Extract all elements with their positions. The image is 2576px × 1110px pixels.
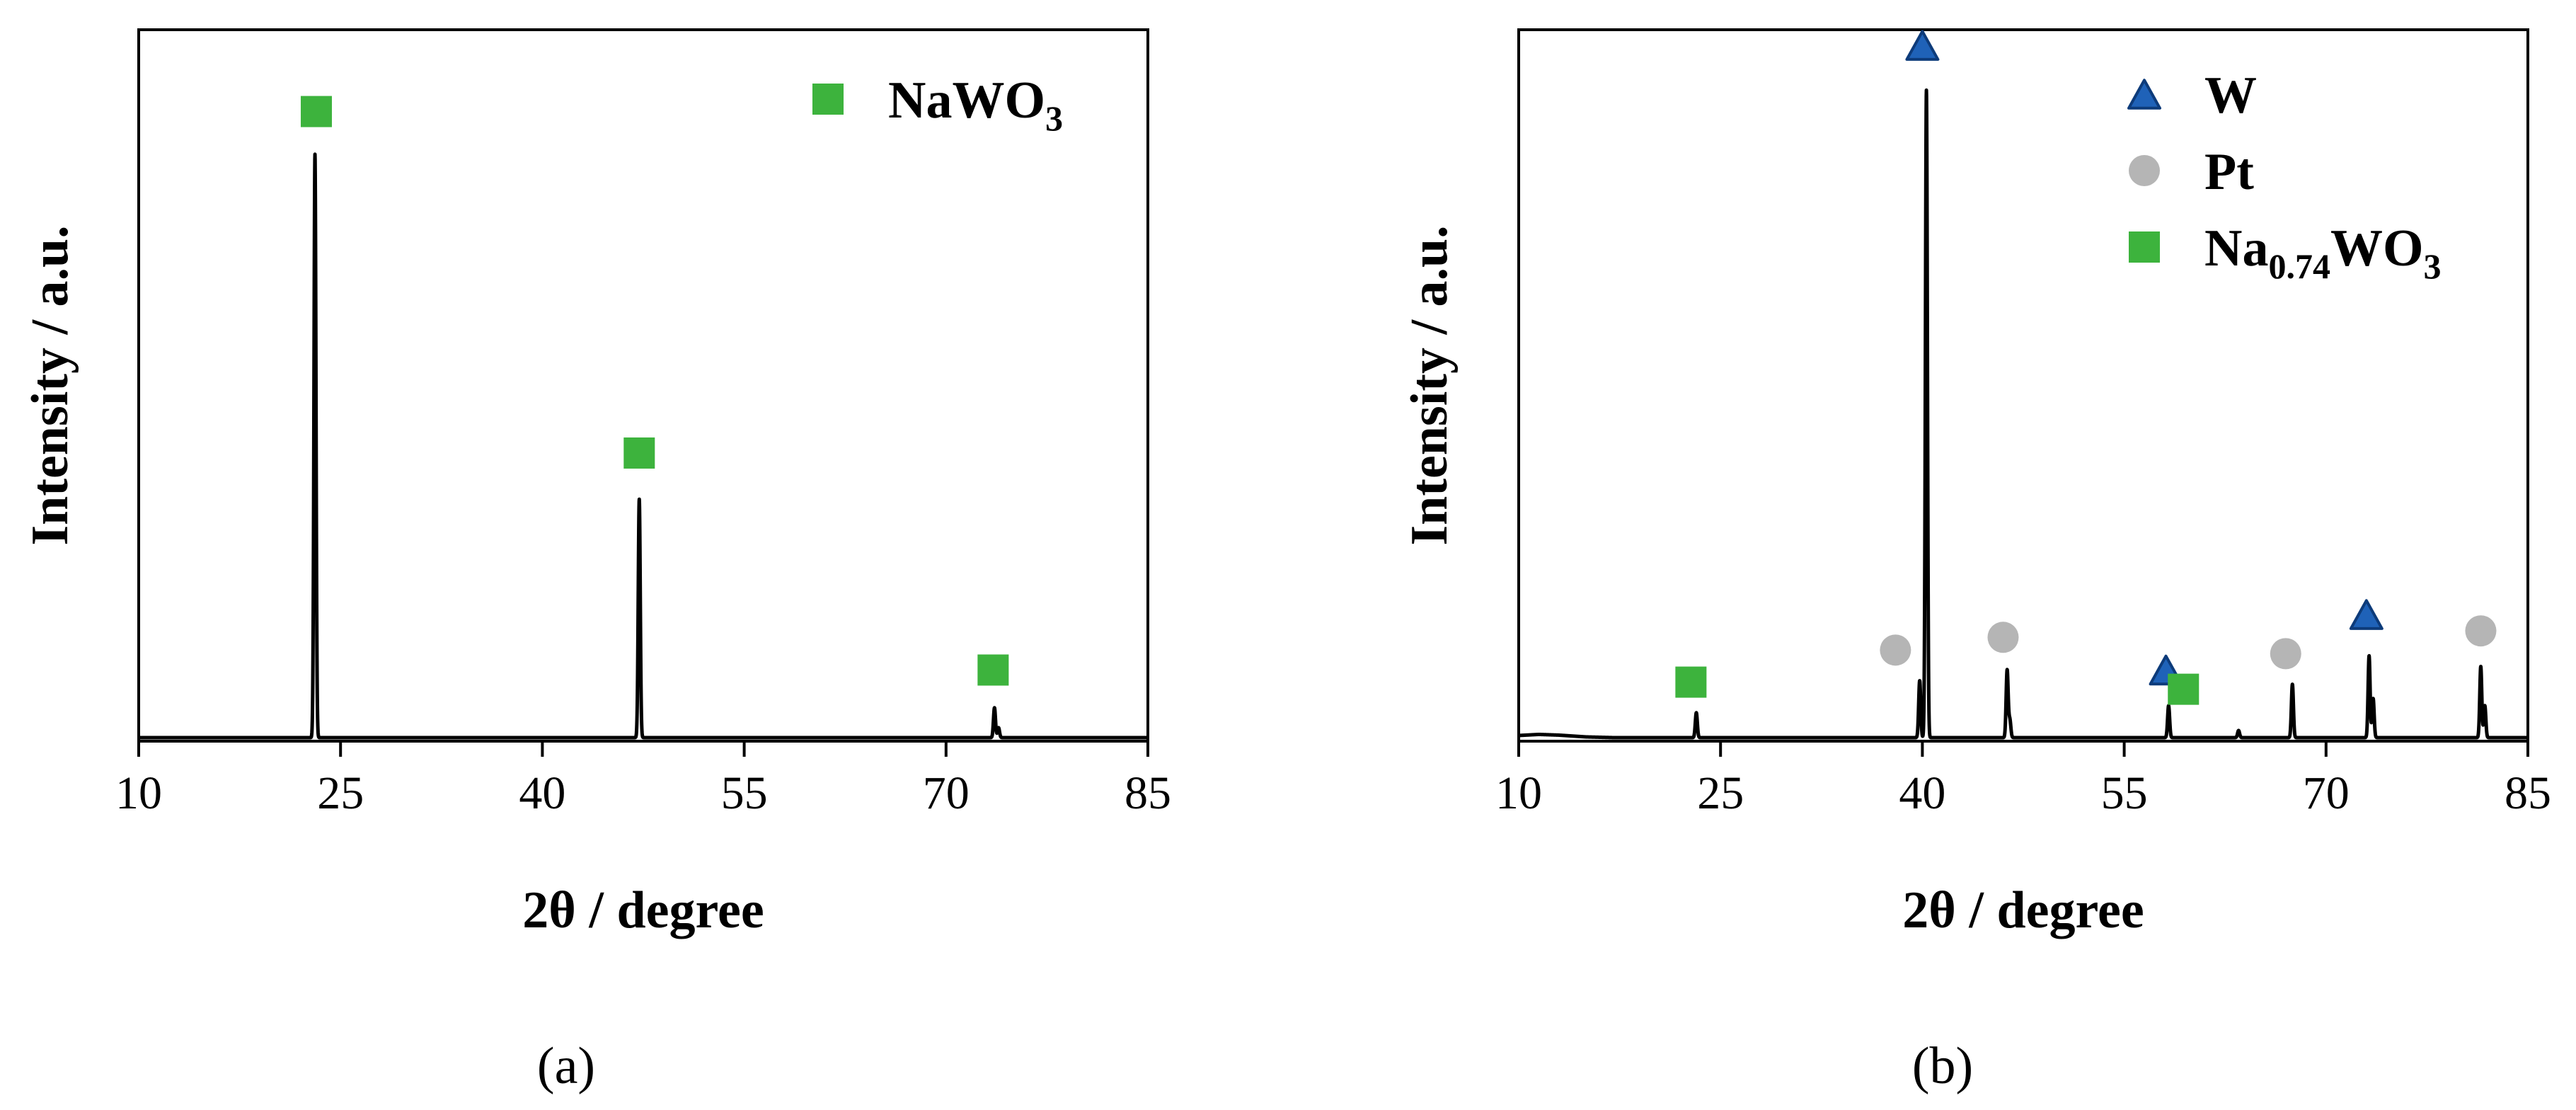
plot-frame [137,28,1149,743]
panel-label: (a) [537,1037,595,1095]
legend-marker-square [2129,231,2160,263]
legend: NaWO3 [812,71,1063,138]
peak-marker-square [977,654,1009,686]
x-tick-label: 40 [1899,767,1945,819]
legend-marker-square [812,84,844,115]
x-tick-label: 55 [2101,767,2148,819]
plot-frame [1517,28,2529,743]
peak-marker-circle [2465,615,2497,647]
legend-label: W [2204,67,2257,125]
x-tick-label: 55 [721,767,768,819]
peak-marker-square [623,437,655,469]
x-tick-label: 70 [923,767,970,819]
legend-marker-triangle [2127,79,2161,110]
legend-label: Pt [2204,143,2254,201]
x-tick-label: 85 [2505,767,2551,819]
x-axis-title: 2θ / degree [522,881,764,939]
peak-marker-square [2168,673,2200,705]
peak-marker-triangle [1905,30,1940,61]
xrd-pattern-line [137,152,1150,740]
x-tick-label: 25 [1697,767,1744,819]
peak-marker-triangle [2349,599,2384,630]
x-tick-label: 10 [1495,767,1542,819]
xrd-pattern-line [1517,88,2530,740]
panel-label: (b) [1912,1037,1973,1095]
x-tick-label: 70 [2303,767,2350,819]
chart-panel-a: 10 25 40 55 70 85 2θ / degree Intensity / a.u. N… [21,28,1171,1095]
peak-marker-circle [2270,638,2301,670]
chart-panel-b: 10 25 40 55 70 85 2θ / degree Intensity / a.u. W… [1401,28,2551,1095]
y-axis-title: Intensity / a.u. [1401,225,1459,545]
peak-marker-square [300,96,332,127]
legend-label: Na0.74WO3 [2204,219,2442,286]
peak-marker-square [1675,666,1707,698]
legend-marker-circle [2129,155,2160,186]
peak-marker-circle [1880,634,1911,666]
x-tick-label: 10 [115,767,162,819]
x-tick-label: 85 [1125,767,1171,819]
legend: W Pt Na0.74WO3 [2127,67,2442,286]
x-tick-label: 40 [519,767,565,819]
x-axis-title: 2θ / degree [1902,881,2144,939]
x-tick-label: 25 [317,767,364,819]
legend-label: NaWO3 [888,71,1063,138]
y-axis-title: Intensity / a.u. [21,225,79,545]
peak-marker-circle [1987,622,2019,653]
